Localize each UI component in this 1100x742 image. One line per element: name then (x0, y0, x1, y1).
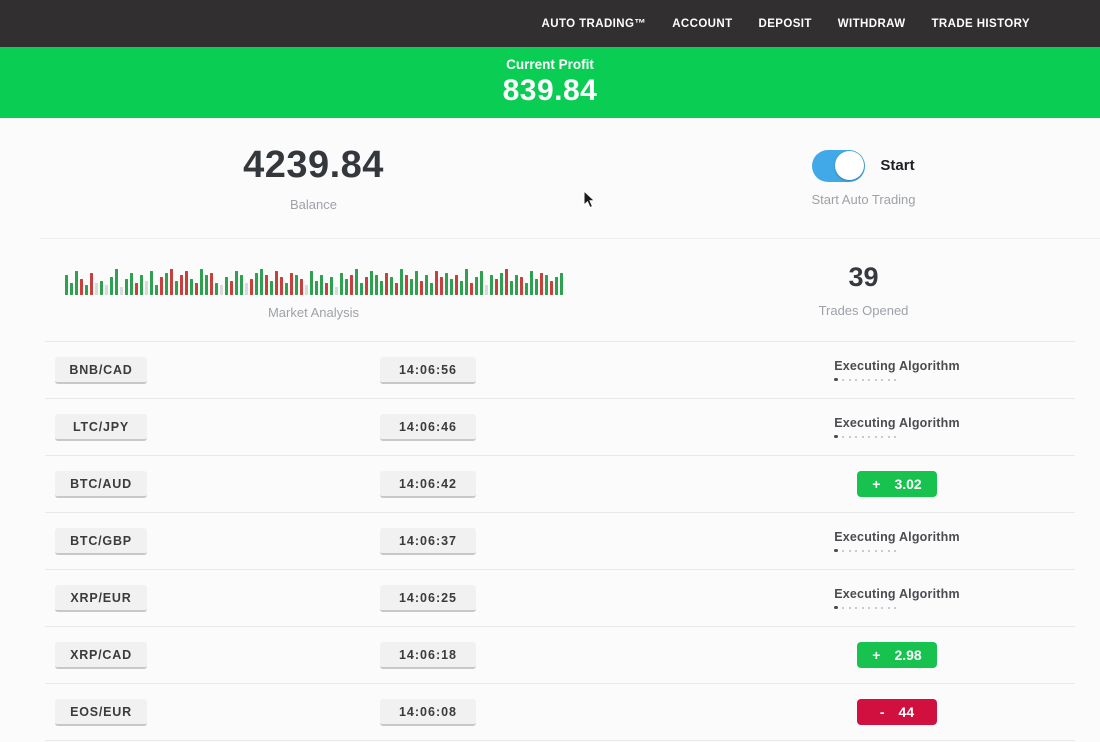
time-chip: 14:06:42 (380, 471, 476, 498)
executing-label: Executing Algorithm (834, 415, 960, 430)
toggle-knob (834, 151, 864, 180)
balance-cell: 4239.84 Balance (0, 144, 627, 212)
result-badge: - 44 (857, 699, 937, 725)
trade-row: EOS/EUR 14:06:08 - 44 (45, 684, 1075, 741)
trades-opened-cell: 39 Trades Opened (627, 262, 1100, 318)
executing-status: Executing Algorithm (834, 359, 960, 382)
progress-dots-icon (834, 434, 960, 439)
result-sign: + (872, 476, 881, 492)
trade-row: BNB/CAD 14:06:56 Executing Algorithm (45, 342, 1075, 399)
pair-chip: EOS/EUR (55, 699, 147, 726)
executing-status: Executing Algorithm (834, 530, 960, 553)
trades-opened-value: 39 (848, 262, 879, 292)
nav-item-account[interactable]: ACCOUNT (672, 17, 733, 30)
start-auto-trading-caption: Start Auto Trading (811, 191, 916, 207)
result-value: 2.98 (894, 647, 922, 663)
market-analysis-cell: Market Analysis (0, 261, 627, 320)
balance-section: 4239.84 Balance Start Start Auto Trading (0, 118, 1100, 238)
trade-row: BTC/AUD 14:06:42 + 3.02 (45, 456, 1075, 513)
trade-status-cell: + 3.02 (807, 456, 987, 512)
trade-row: BTC/GBP 14:06:37 Executing Algorithm (45, 513, 1075, 570)
current-profit-value: 839.84 (502, 74, 598, 107)
progress-dots-icon (834, 605, 960, 610)
trades-opened-label: Trades Opened (818, 303, 909, 318)
pair-chip: BTC/AUD (55, 471, 147, 498)
trade-row: LTC/JPY 14:06:46 Executing Algorithm (45, 399, 1075, 456)
nav-item-trade-history[interactable]: TRADE HISTORY (931, 17, 1030, 30)
section-divider (40, 238, 1100, 239)
nav-item-withdraw[interactable]: WITHDRAW (837, 17, 906, 30)
trades-table: BNB/CAD 14:06:56 Executing Algorithm LTC… (45, 341, 1075, 741)
result-badge: + 3.02 (857, 471, 937, 497)
result-badge: + 2.98 (857, 642, 937, 668)
nav-item-deposit[interactable]: DEPOSIT (758, 17, 812, 30)
progress-dots-icon (834, 548, 960, 553)
market-section: Market Analysis 39 Trades Opened (0, 239, 1100, 341)
current-profit-label: Current Profit (506, 57, 594, 72)
trade-row: XRP/EUR 14:06:25 Executing Algorithm (45, 570, 1075, 627)
executing-label: Executing Algorithm (834, 586, 960, 601)
pair-chip: BTC/GBP (55, 528, 147, 555)
pair-chip: XRP/CAD (55, 642, 147, 669)
executing-label: Executing Algorithm (834, 358, 960, 373)
trade-status-cell: - 44 (807, 684, 987, 740)
time-chip: 14:06:18 (380, 642, 476, 669)
current-profit-banner: Current Profit 839.84 (0, 47, 1100, 118)
trade-row: XRP/CAD 14:06:18 + 2.98 (45, 627, 1075, 684)
start-toggle[interactable] (812, 149, 866, 182)
trade-status-cell: Executing Algorithm (807, 570, 987, 626)
executing-status: Executing Algorithm (834, 587, 960, 610)
auto-trading-toggle-cell: Start Start Auto Trading (627, 149, 1100, 207)
top-navigation: AUTO TRADING™ ACCOUNT DEPOSIT WITHDRAW T… (0, 0, 1100, 47)
market-analysis-chart (0, 261, 627, 295)
result-sign: - (879, 704, 885, 720)
balance-value: 4239.84 (243, 144, 384, 186)
executing-status: Executing Algorithm (834, 416, 960, 439)
progress-dots-icon (834, 377, 960, 382)
trade-status-cell: Executing Algorithm (807, 399, 987, 455)
start-toggle-label: Start (880, 157, 915, 174)
trade-status-cell: + 2.98 (807, 627, 987, 683)
nav-item-auto-trading[interactable]: AUTO TRADING™ (541, 17, 647, 30)
pair-chip: LTC/JPY (55, 414, 147, 441)
pair-chip: XRP/EUR (55, 585, 147, 612)
result-value: 3.02 (894, 476, 922, 492)
pair-chip: BNB/CAD (55, 357, 147, 384)
market-analysis-label: Market Analysis (267, 304, 360, 320)
balance-label: Balance (290, 197, 337, 212)
executing-label: Executing Algorithm (834, 529, 960, 544)
time-chip: 14:06:08 (380, 699, 476, 726)
time-chip: 14:06:46 (380, 414, 476, 441)
time-chip: 14:06:56 (380, 357, 476, 384)
result-value: 44 (898, 704, 915, 720)
trade-status-cell: Executing Algorithm (807, 342, 987, 398)
time-chip: 14:06:37 (380, 528, 476, 555)
trade-status-cell: Executing Algorithm (807, 513, 987, 569)
result-sign: + (872, 647, 881, 663)
time-chip: 14:06:25 (380, 585, 476, 612)
